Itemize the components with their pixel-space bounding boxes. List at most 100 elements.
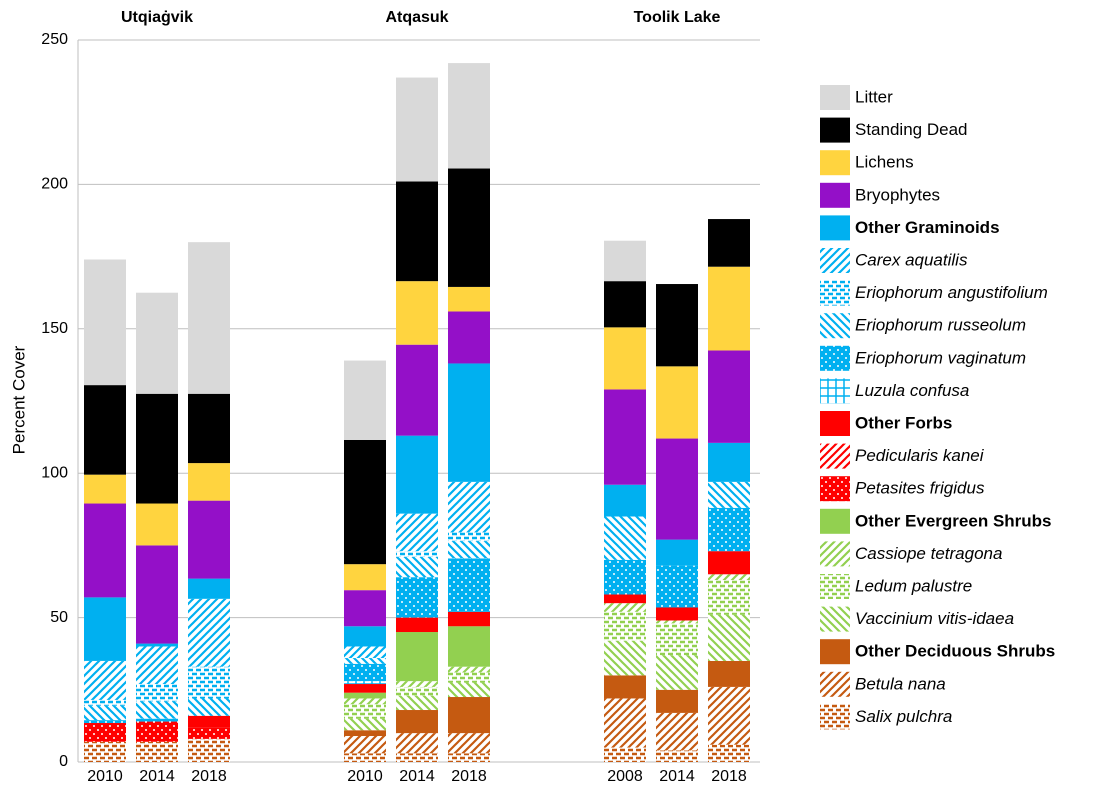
bar-segment [396, 733, 438, 754]
bar-segment [84, 385, 126, 475]
bar-segment [396, 695, 438, 711]
bar-segment [708, 481, 750, 508]
bar-segment [708, 551, 750, 575]
bar-segment [84, 720, 126, 724]
bar-segment [84, 660, 126, 700]
legend-label: Luzula confusa [855, 381, 969, 400]
bar-segment [656, 712, 698, 751]
x-tick-label: 2018 [191, 768, 227, 785]
x-tick-label: 2010 [87, 768, 123, 785]
bar-segment [708, 219, 750, 267]
legend-swatch [820, 476, 850, 502]
bar-segment [344, 564, 386, 591]
bar-segment [396, 77, 438, 182]
bar-segment [448, 558, 490, 612]
bar-segment [188, 666, 230, 699]
bar-segment [84, 723, 126, 742]
legend-label: Eriophorum vaginatum [855, 348, 1026, 367]
legend-label: Other Forbs [855, 413, 952, 432]
group-label: Toolik Lake [634, 9, 721, 26]
bar-segment [396, 632, 438, 682]
legend-label: Vaccinium vitis-idaea [855, 609, 1014, 628]
legend-swatch [820, 574, 850, 599]
bar-segment [604, 389, 646, 485]
bar-segment [188, 500, 230, 579]
x-tick-label: 2010 [347, 768, 383, 785]
x-tick-label: 2014 [139, 768, 175, 785]
bar-segment [448, 363, 490, 482]
bar-segment [344, 684, 386, 693]
bar-segment [448, 672, 490, 683]
bar-segment [448, 697, 490, 734]
bar-segment [136, 741, 178, 762]
bar-segment [604, 747, 646, 762]
bar-segment [656, 539, 698, 566]
bar-segment [188, 242, 230, 394]
y-tick-label: 200 [41, 176, 68, 193]
bar-segment [708, 686, 750, 745]
bar-segment [344, 692, 386, 699]
bar-segment [708, 574, 750, 581]
y-tick-label: 100 [41, 464, 68, 481]
legend-label: Eriophorum russeolum [855, 316, 1026, 335]
y-tick-label: 150 [41, 320, 68, 337]
bar-segment [448, 733, 490, 754]
bar-segment [604, 516, 646, 560]
bar-segment [448, 626, 490, 667]
x-tick-label: 2014 [399, 768, 435, 785]
bar-segment [344, 658, 386, 664]
legend-label: Carex aquatilis [855, 250, 968, 269]
legend-swatch [820, 345, 850, 371]
legend-swatch [820, 150, 850, 176]
bar-segment [656, 284, 698, 367]
bar-segment [84, 699, 126, 706]
bar-segment [396, 556, 438, 578]
bar-segment [136, 718, 178, 722]
legend-swatch [820, 704, 850, 730]
bar-segment [604, 611, 646, 641]
bar-segment [396, 181, 438, 282]
bar-segment [344, 439, 386, 565]
bar-segment [188, 393, 230, 464]
legend-swatch [820, 280, 850, 306]
legend-label: Lichens [855, 153, 914, 172]
bar-segment [656, 689, 698, 713]
bar-segment [396, 681, 438, 687]
bar-segment [188, 715, 230, 728]
bar-segment [708, 507, 750, 552]
bar-segment [448, 666, 490, 673]
legend-label: Standing Dead [855, 120, 967, 139]
bar-segment [344, 704, 386, 719]
group-label: Atqasuk [385, 9, 448, 26]
legend-swatch [820, 443, 850, 469]
legend-swatch [820, 671, 850, 697]
y-tick-label: 50 [50, 609, 68, 626]
bar-segment [448, 753, 490, 762]
bar-segment [604, 240, 646, 282]
bar-segment [448, 682, 490, 698]
bar-segment [396, 753, 438, 762]
bar-segment [448, 532, 490, 542]
legend-swatch [820, 541, 850, 567]
bar-segment [136, 503, 178, 546]
bar-segment [604, 484, 646, 517]
bar-segment [396, 281, 438, 345]
legend-swatch [820, 378, 850, 404]
legend-swatch [820, 248, 850, 273]
legend-swatch [820, 182, 850, 208]
legend-swatch [820, 117, 850, 143]
bar-segment [396, 617, 438, 633]
bar-segment [708, 442, 750, 482]
bar-segment [604, 281, 646, 328]
group-label: Utqiaġvik [121, 9, 193, 26]
bar-segment [448, 541, 490, 559]
legend-label: Petasites frigidus [855, 479, 985, 498]
bar-segment [396, 551, 438, 557]
bar-segment [604, 603, 646, 612]
bar-segment [656, 565, 698, 608]
bar-segment [708, 266, 750, 351]
bar-segment [448, 286, 490, 312]
bar-segment [396, 435, 438, 514]
bar-segment [344, 360, 386, 440]
